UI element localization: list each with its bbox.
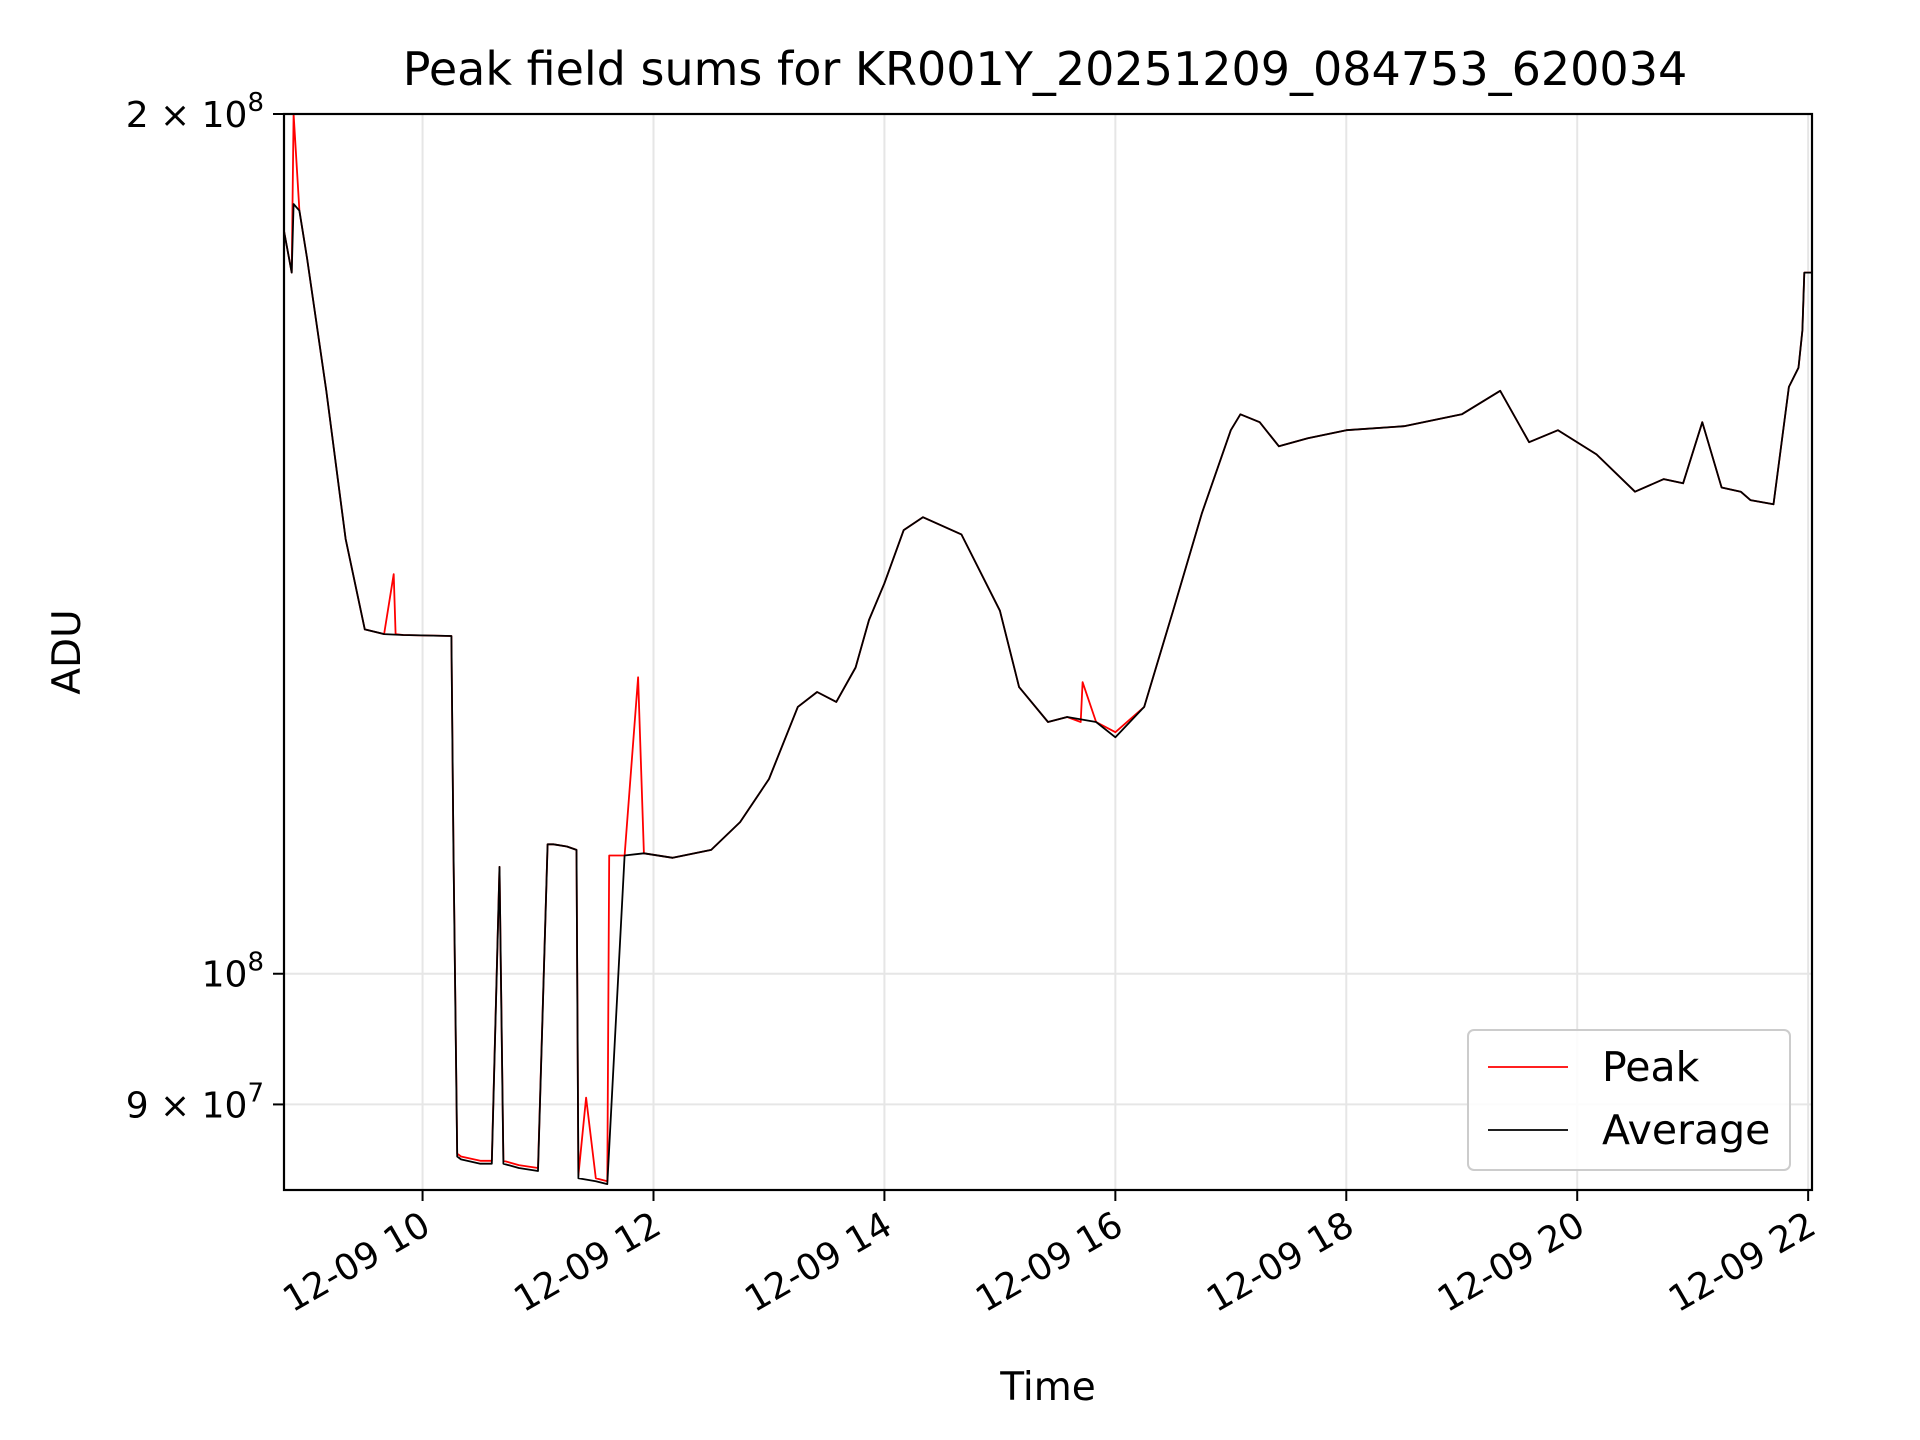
y-axis-ticks: 9 × 107 108 2 × 108 — [126, 88, 284, 1126]
legend: Peak Average — [1467, 1029, 1791, 1171]
x-axis-label: Time — [999, 1365, 1095, 1410]
legend-box — [1467, 1029, 1791, 1171]
y-tick-label: 108 — [202, 948, 264, 996]
series-lines — [283, 113, 1812, 1185]
series-line-average — [283, 203, 1812, 1185]
plot-frame — [282, 112, 1814, 1192]
legend-label-average: Average — [1602, 1106, 1770, 1154]
y-axis-label: ADU — [45, 609, 90, 694]
y-tick-label: 2 × 108 — [126, 88, 264, 136]
chart-title: Peak field sums for KR001Y_20251209_0847… — [403, 42, 1687, 96]
legend-label-peak: Peak — [1602, 1043, 1700, 1091]
y-tick-label: 9 × 107 — [126, 1078, 264, 1126]
